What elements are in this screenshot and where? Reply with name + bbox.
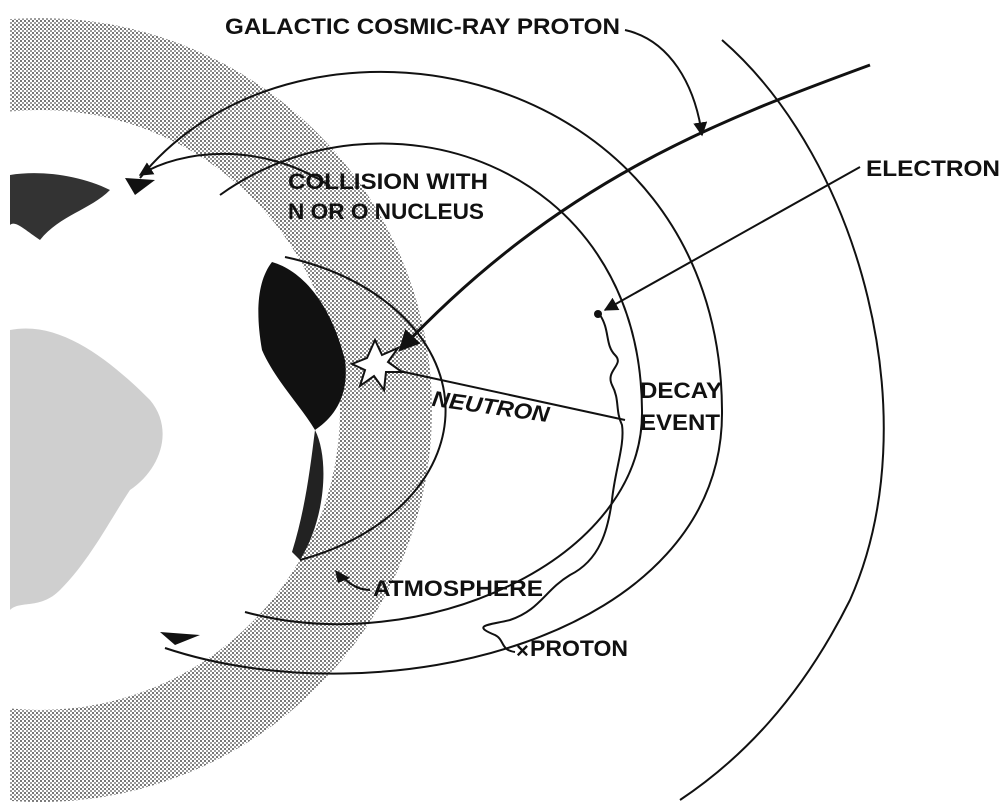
cosmic-ray-path (398, 63, 871, 352)
collision-leader (138, 152, 331, 187)
decay-label: EVENT (640, 410, 721, 435)
decay-trajectory (482, 314, 624, 653)
collision-burst (349, 337, 406, 393)
earth (0, 110, 350, 710)
neutron-path (394, 369, 626, 421)
cosmic-ray-label: GALACTIC COSMIC-RAY PROTON (225, 14, 620, 39)
decay-label: DECAY (640, 378, 722, 403)
collision-label: COLLISION WITH (288, 169, 488, 194)
collision-label: N OR O NUCLEUS (288, 199, 484, 224)
cosmic-ray-leader (624, 29, 708, 137)
atmosphere-label: ATMOSPHERE (373, 576, 543, 601)
atmosphere-leader (337, 571, 371, 591)
proton-label: PROTON (530, 636, 628, 661)
electron-label: ELECTRON (866, 156, 1000, 181)
electron-dot (594, 310, 602, 318)
proton-x: × (516, 638, 529, 663)
electron-leader (603, 166, 861, 311)
belt-arcs (139, 39, 885, 801)
